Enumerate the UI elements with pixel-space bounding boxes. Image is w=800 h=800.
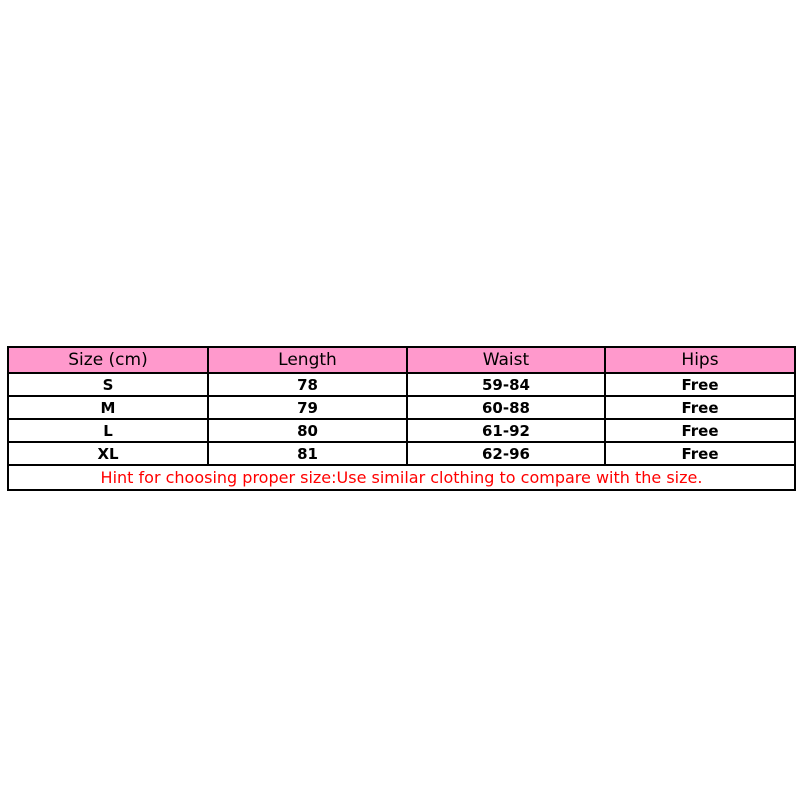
cell-length: 80 [207,418,408,443]
table-row: L 80 61-92 Free [7,418,796,443]
cell-hips: Free [604,372,796,397]
cell-length: 78 [207,372,408,397]
cell-size: M [7,395,209,420]
size-hint: Hint for choosing proper size:Use simila… [7,464,796,491]
cell-waist: 62-96 [406,441,606,466]
cell-waist: 61-92 [406,418,606,443]
cell-hips: Free [604,441,796,466]
cell-waist: 60-88 [406,395,606,420]
cell-length: 81 [207,441,408,466]
header-waist: Waist [406,346,606,374]
header-length: Length [207,346,408,374]
cell-size: L [7,418,209,443]
table-row: S 78 59-84 Free [7,372,796,397]
cell-waist: 59-84 [406,372,606,397]
cell-hips: Free [604,395,796,420]
header-hips: Hips [604,346,796,374]
header-size: Size (cm) [7,346,209,374]
table-row: M 79 60-88 Free [7,395,796,420]
cell-length: 79 [207,395,408,420]
hint-row: Hint for choosing proper size:Use simila… [7,464,796,491]
size-chart-table: Size (cm) Length Waist Hips S 78 59-84 Free… [7,346,796,491]
table-row: XL 81 62-96 Free [7,441,796,466]
header-row: Size (cm) Length Waist Hips [7,346,796,374]
cell-hips: Free [604,418,796,443]
cell-size: XL [7,441,209,466]
cell-size: S [7,372,209,397]
